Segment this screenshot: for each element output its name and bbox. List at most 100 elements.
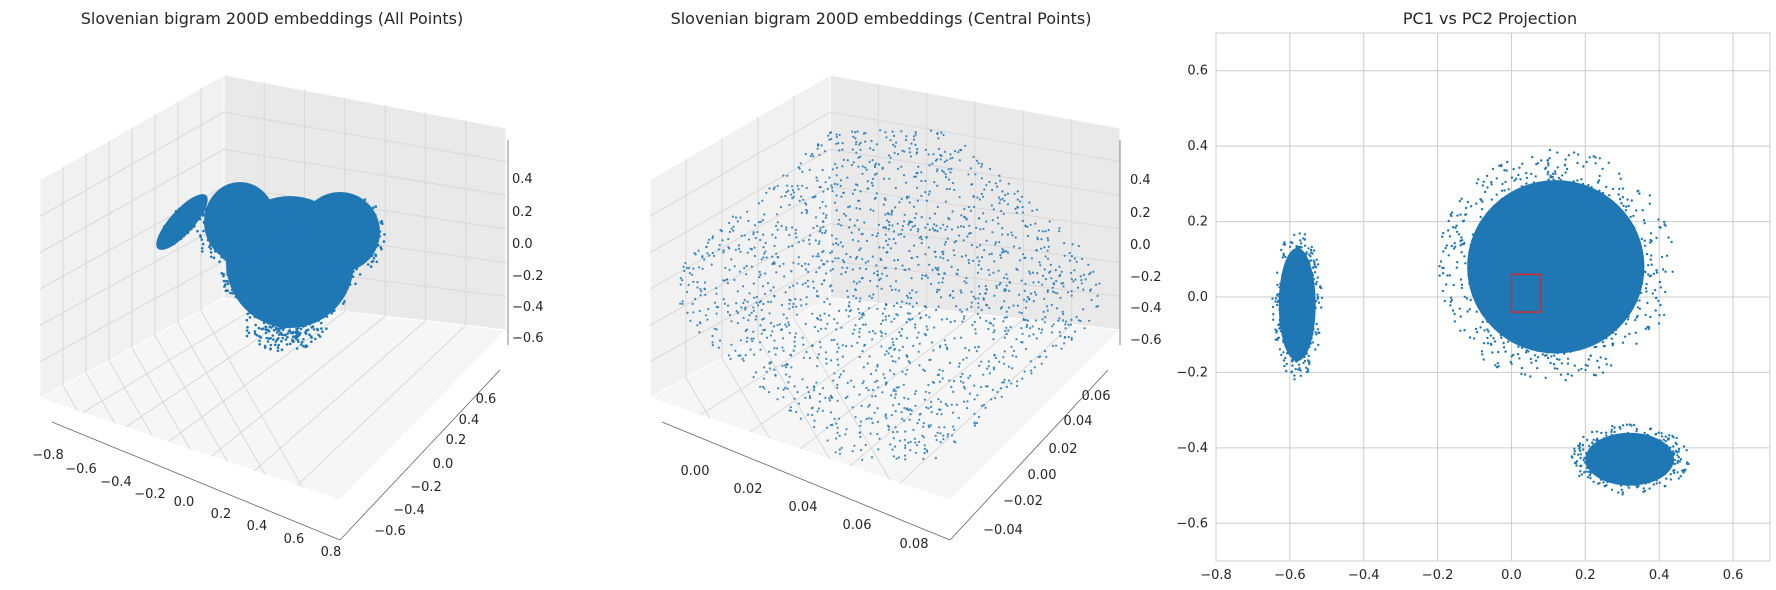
data-point — [846, 266, 849, 269]
data-point — [874, 380, 877, 383]
data-point — [1452, 283, 1455, 287]
data-point — [1536, 356, 1540, 359]
data-point — [946, 435, 949, 438]
data-point — [830, 339, 833, 342]
data-point — [782, 174, 785, 177]
data-point — [1468, 308, 1471, 311]
data-point — [1046, 309, 1049, 312]
data-point — [885, 136, 888, 139]
data-point — [1534, 359, 1538, 362]
data-point — [1635, 254, 1638, 257]
data-point — [1567, 154, 1571, 157]
data-point — [723, 302, 727, 305]
data-point — [1307, 336, 1310, 340]
data-point — [1621, 341, 1625, 344]
data-point — [1014, 236, 1017, 239]
data-point — [1573, 364, 1577, 367]
data-point — [1562, 192, 1566, 195]
data-point — [878, 278, 881, 282]
data-point — [835, 194, 838, 197]
data-point — [892, 134, 896, 137]
data-point — [871, 184, 874, 187]
data-point — [1059, 334, 1062, 338]
data-point — [994, 356, 998, 360]
data-point — [941, 281, 944, 284]
data-point — [878, 437, 881, 440]
data-point — [1517, 173, 1520, 177]
data-point — [1509, 333, 1513, 336]
x-tick-label: 0.2 — [211, 507, 232, 522]
data-point — [1633, 230, 1636, 233]
data-point — [931, 381, 935, 384]
data-point — [859, 148, 862, 151]
x-tick-label: 0.8 — [321, 545, 342, 560]
data-point — [785, 191, 788, 194]
data-point — [752, 233, 755, 236]
data-point — [1564, 158, 1567, 161]
data-point — [1638, 192, 1641, 195]
data-point — [796, 313, 799, 316]
data-point — [1576, 179, 1579, 182]
data-point — [807, 285, 810, 288]
data-point — [747, 238, 751, 241]
data-point — [838, 376, 841, 379]
data-point — [1479, 264, 1482, 267]
data-point — [1303, 233, 1307, 236]
data-point — [201, 214, 205, 217]
data-point — [918, 440, 921, 443]
data-point — [1650, 254, 1653, 257]
data-point — [913, 437, 916, 440]
data-point — [1024, 256, 1027, 259]
data-point — [209, 247, 213, 250]
data-point — [817, 242, 820, 245]
data-point — [861, 277, 864, 280]
data-point — [889, 139, 892, 142]
data-point — [999, 387, 1002, 390]
data-point — [1037, 281, 1040, 284]
data-point — [1523, 373, 1527, 376]
data-point — [980, 386, 983, 389]
data-point — [1048, 220, 1051, 223]
data-point — [929, 424, 933, 427]
data-point — [717, 346, 720, 349]
data-point — [870, 296, 874, 300]
data-point — [743, 266, 746, 270]
data-point — [904, 373, 907, 376]
data-point — [788, 302, 791, 305]
data-point — [1038, 261, 1041, 264]
data-point — [730, 320, 733, 323]
data-point — [1000, 209, 1003, 213]
data-point — [1004, 194, 1007, 197]
data-point — [999, 254, 1002, 257]
data-point — [859, 141, 862, 144]
data-point — [1003, 362, 1006, 365]
data-point — [1525, 176, 1529, 180]
data-point — [773, 368, 776, 371]
data-point — [950, 228, 954, 231]
data-point — [844, 433, 847, 436]
data-point — [768, 187, 771, 190]
data-point — [994, 397, 997, 400]
data-point — [1560, 362, 1564, 365]
data-point — [711, 251, 714, 255]
grid-line — [125, 306, 305, 428]
data-point — [836, 431, 839, 434]
data-point — [911, 225, 914, 228]
data-point — [1482, 342, 1486, 345]
data-point — [1016, 304, 1020, 307]
data-point — [1662, 313, 1666, 317]
data-point — [964, 347, 967, 350]
data-point — [248, 316, 252, 319]
data-point — [936, 132, 939, 136]
data-point — [1565, 167, 1569, 171]
data-point — [1070, 255, 1073, 258]
data-point — [1021, 377, 1024, 380]
data-point — [791, 226, 794, 229]
data-point — [1525, 349, 1529, 352]
data-point — [1061, 310, 1064, 313]
data-point — [787, 323, 791, 327]
data-point — [978, 260, 981, 263]
data-point — [930, 400, 933, 403]
data-point — [1605, 207, 1608, 211]
data-point — [1599, 198, 1602, 201]
